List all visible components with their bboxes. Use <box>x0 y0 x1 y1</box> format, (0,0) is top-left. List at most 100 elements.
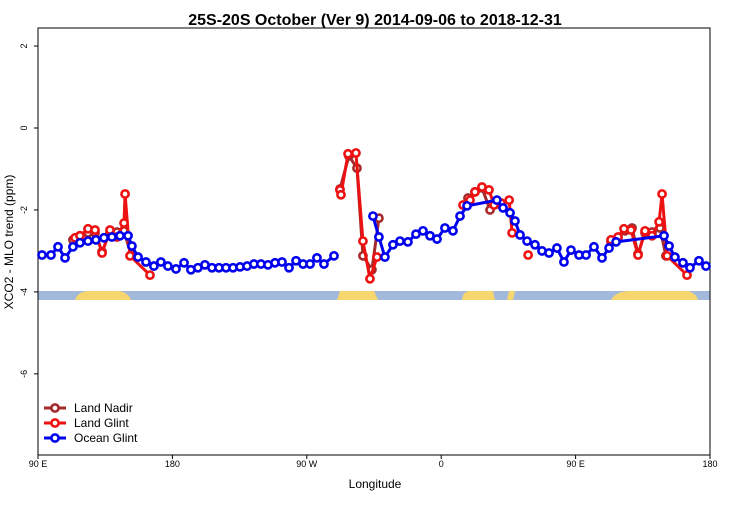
legend-marker <box>50 433 60 443</box>
data-point <box>470 187 480 197</box>
data-point <box>90 225 100 235</box>
data-point <box>358 236 368 246</box>
y-tick-label: 0 <box>19 125 29 130</box>
data-point <box>133 252 143 262</box>
data-point <box>395 236 405 246</box>
y-tick-label: -6 <box>19 370 29 378</box>
data-point <box>498 202 508 213</box>
data-point <box>336 189 346 200</box>
data-point <box>156 257 166 267</box>
data-point <box>507 227 518 238</box>
data-point <box>515 230 525 240</box>
data-point <box>127 241 137 251</box>
data-point <box>171 264 181 274</box>
data-point <box>694 255 704 266</box>
data-point <box>368 211 378 221</box>
data-point <box>597 252 607 263</box>
x-tick-label: 0 <box>439 459 444 469</box>
land-strip <box>507 291 515 300</box>
data-point <box>91 234 101 245</box>
data-point <box>685 262 695 273</box>
data-point <box>402 237 413 247</box>
data-point <box>60 252 70 263</box>
data-point <box>581 250 591 260</box>
data-point <box>589 241 599 252</box>
data-point <box>530 239 540 250</box>
data-point <box>343 148 353 159</box>
data-point <box>380 252 390 262</box>
data-point <box>566 245 576 256</box>
data-point <box>440 223 450 233</box>
x-axis-label: Longitude <box>349 477 402 491</box>
data-point <box>83 236 93 246</box>
data-point <box>329 250 339 261</box>
land-strip <box>611 291 698 300</box>
data-point <box>120 189 130 199</box>
data-point <box>448 225 458 236</box>
data-point <box>492 195 502 206</box>
data-point <box>312 252 322 263</box>
data-point <box>604 243 614 253</box>
data-point <box>388 239 398 250</box>
data-point <box>510 216 520 226</box>
x-tick-label: 90 E <box>29 459 48 469</box>
data-point <box>659 230 669 241</box>
land-strip <box>462 291 495 300</box>
data-point <box>277 257 287 267</box>
chart-title: 25S-20S October (Ver 9) 2014-09-06 to 20… <box>188 12 562 29</box>
plot-frame <box>37 27 711 456</box>
data-point <box>522 236 532 246</box>
legend-label: Land Glint <box>74 416 129 430</box>
data-point <box>633 250 643 260</box>
data-point <box>504 195 515 206</box>
data-point <box>123 230 133 241</box>
data-point <box>678 257 688 268</box>
land-strip <box>337 291 378 300</box>
data-point <box>351 148 361 158</box>
data-point <box>115 230 125 241</box>
data-point <box>145 270 155 281</box>
data-point <box>68 241 78 252</box>
data-point <box>125 250 135 261</box>
data-point <box>505 207 515 218</box>
legend-marker <box>50 418 60 428</box>
x-tick-label: 90 E <box>566 459 585 469</box>
data-point <box>99 232 109 243</box>
data-point <box>141 257 151 267</box>
land-strip <box>75 291 131 300</box>
data-point <box>523 250 534 260</box>
data-point <box>107 232 117 242</box>
data-point <box>640 225 650 236</box>
y-tick-label: -4 <box>19 288 29 296</box>
data-point <box>462 200 472 211</box>
data-point <box>455 211 465 221</box>
data-point <box>484 184 494 195</box>
x-tick-label: 90 W <box>296 459 318 469</box>
data-point <box>552 243 562 253</box>
y-tick-label: 2 <box>19 44 29 49</box>
x-tick-label: 180 <box>165 459 180 469</box>
data-point <box>46 250 56 260</box>
data-point <box>374 232 384 242</box>
data-point <box>670 252 680 262</box>
data-point <box>75 237 85 248</box>
data-point <box>544 248 554 258</box>
data-point <box>319 259 329 269</box>
y-axis-label: XCO2 - MLO trend (ppm) <box>2 175 16 310</box>
data-point <box>611 237 621 247</box>
data-point <box>163 261 173 271</box>
legend-marker <box>50 403 60 413</box>
data-point <box>418 225 428 236</box>
legend-label: Land Nadir <box>74 401 133 415</box>
data-point <box>284 262 294 273</box>
data-point <box>372 252 382 262</box>
data-point <box>664 241 674 251</box>
data-point <box>559 257 569 267</box>
y-tick-label: -2 <box>19 206 29 214</box>
data-point <box>179 257 189 268</box>
data-point <box>119 218 129 228</box>
data-point <box>53 241 63 252</box>
data-point <box>97 248 107 258</box>
data-point <box>432 234 442 244</box>
